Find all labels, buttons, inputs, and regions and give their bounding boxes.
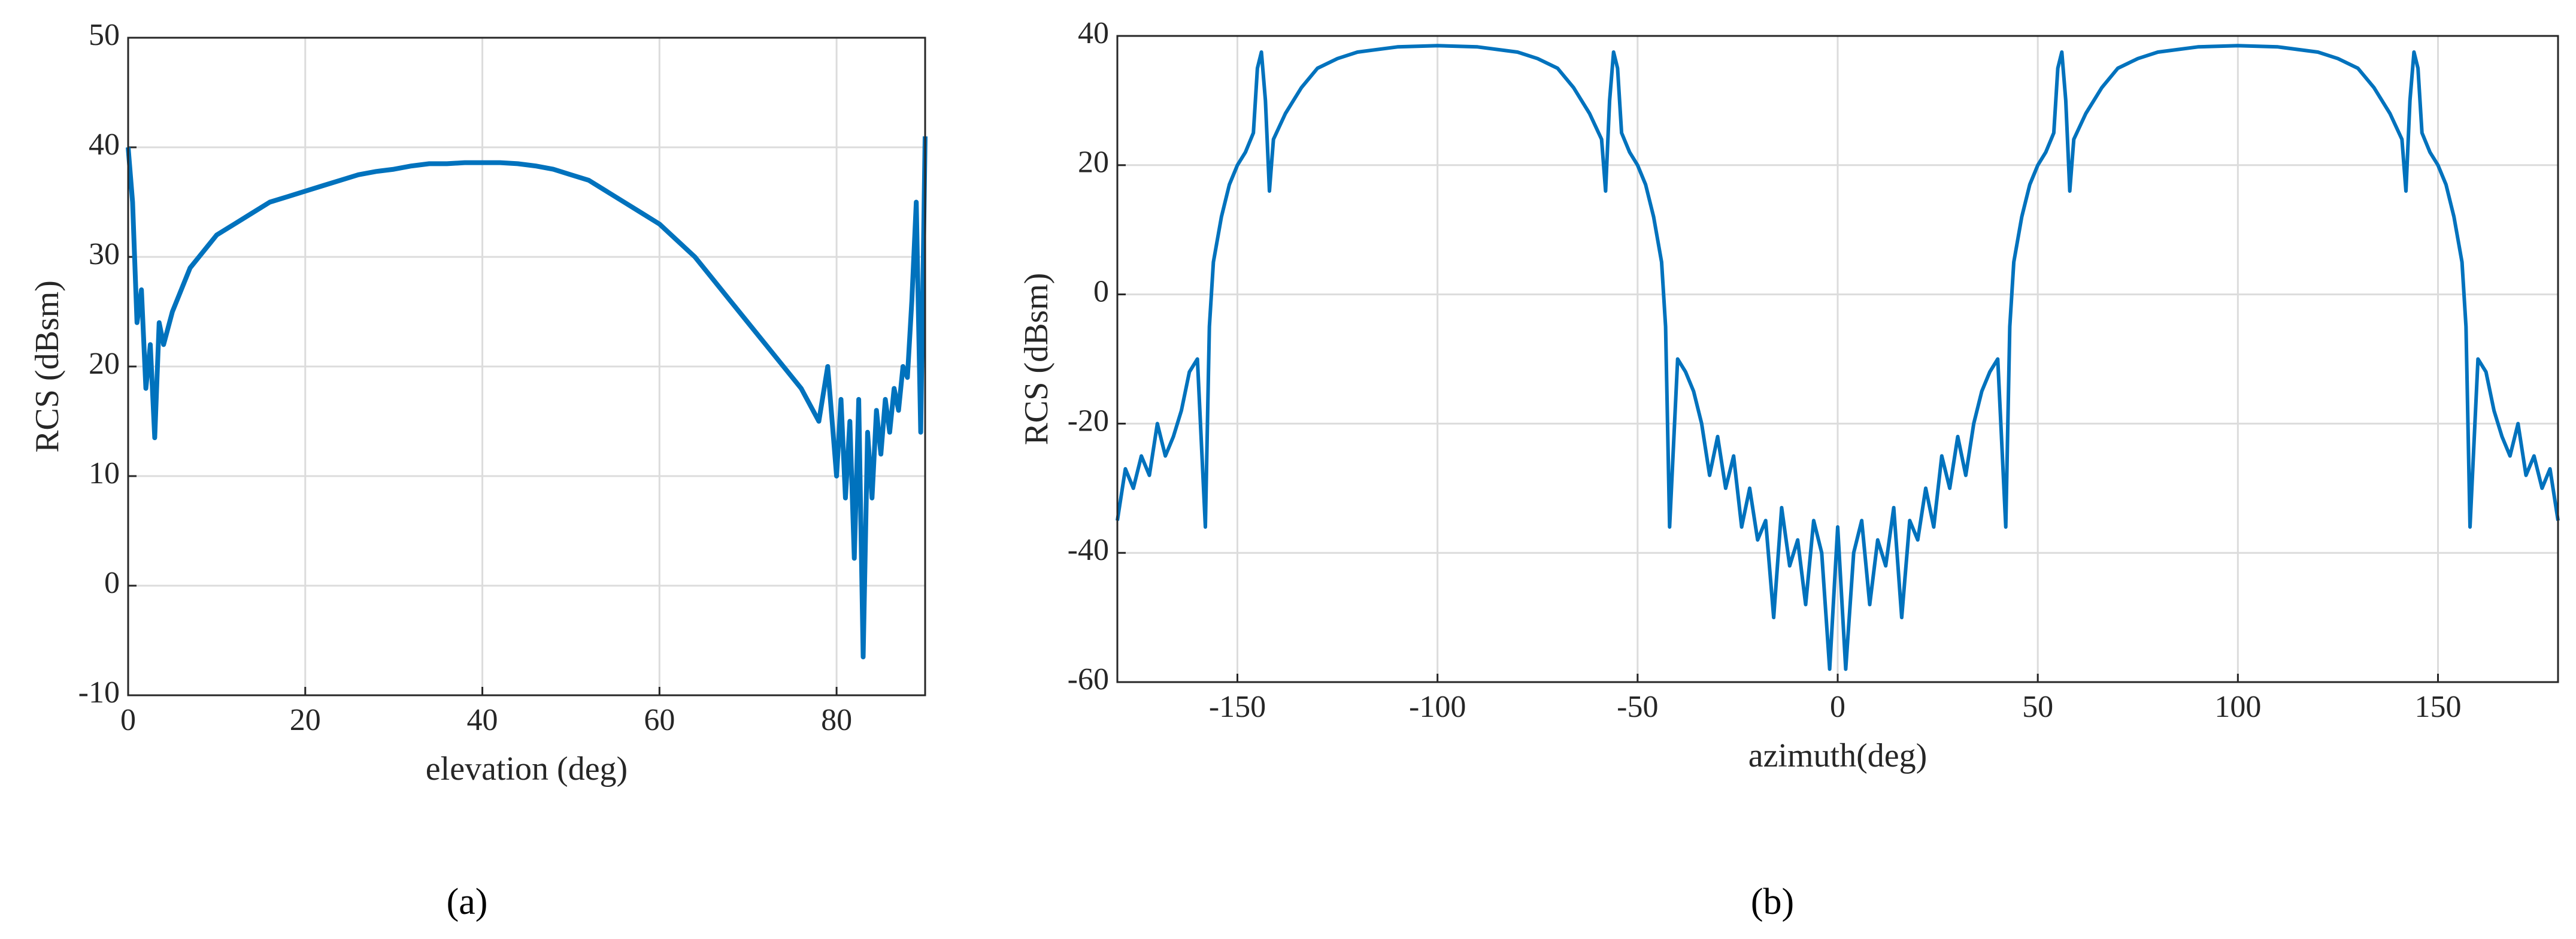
x-tick-label: 60 — [644, 703, 675, 737]
x-tick-label: 80 — [821, 703, 852, 737]
y-tick-label: 40 — [89, 128, 120, 162]
y-tick-label: 20 — [1078, 146, 1109, 180]
x-tick-label: 50 — [2022, 690, 2053, 724]
y-tick-label: -20 — [1068, 404, 1109, 438]
caption: (b) — [1751, 882, 1794, 922]
x-tick-label: -50 — [1617, 690, 1658, 724]
x-tick-label: 40 — [467, 703, 498, 737]
y-tick-label: 0 — [104, 566, 120, 600]
y-tick-label: -40 — [1068, 533, 1109, 567]
y-tick-label: 40 — [1078, 16, 1109, 50]
x-tick-label: 20 — [290, 703, 321, 737]
y-tick-label: 10 — [89, 456, 120, 490]
x-tick-label: 0 — [120, 703, 136, 737]
y-tick-label: 0 — [1093, 275, 1109, 309]
plot-frame — [127, 37, 926, 696]
data-line — [126, 136, 928, 659]
y-tick-label: 30 — [89, 237, 120, 271]
x-tick-label: 0 — [1830, 690, 1845, 724]
data-line — [1116, 44, 2560, 671]
x-axis-label: azimuth(deg) — [1748, 737, 1928, 774]
x-tick-label: -150 — [1209, 690, 1266, 724]
y-axis-label: RCS (dBsm) — [29, 280, 66, 453]
x-axis-label: elevation (deg) — [426, 750, 628, 787]
x-tick-label: -100 — [1409, 690, 1466, 724]
caption: (a) — [447, 882, 488, 922]
x-tick-label: 150 — [2415, 690, 2462, 724]
y-tick-label: -10 — [78, 676, 120, 710]
plot-frame — [1116, 35, 2559, 683]
y-tick-label: 20 — [89, 347, 120, 381]
y-axis-label: RCS (dBsm) — [1018, 273, 1055, 446]
y-tick-label: -60 — [1068, 662, 1109, 696]
y-tick-label: 50 — [89, 18, 120, 52]
x-tick-label: 100 — [2214, 690, 2261, 724]
